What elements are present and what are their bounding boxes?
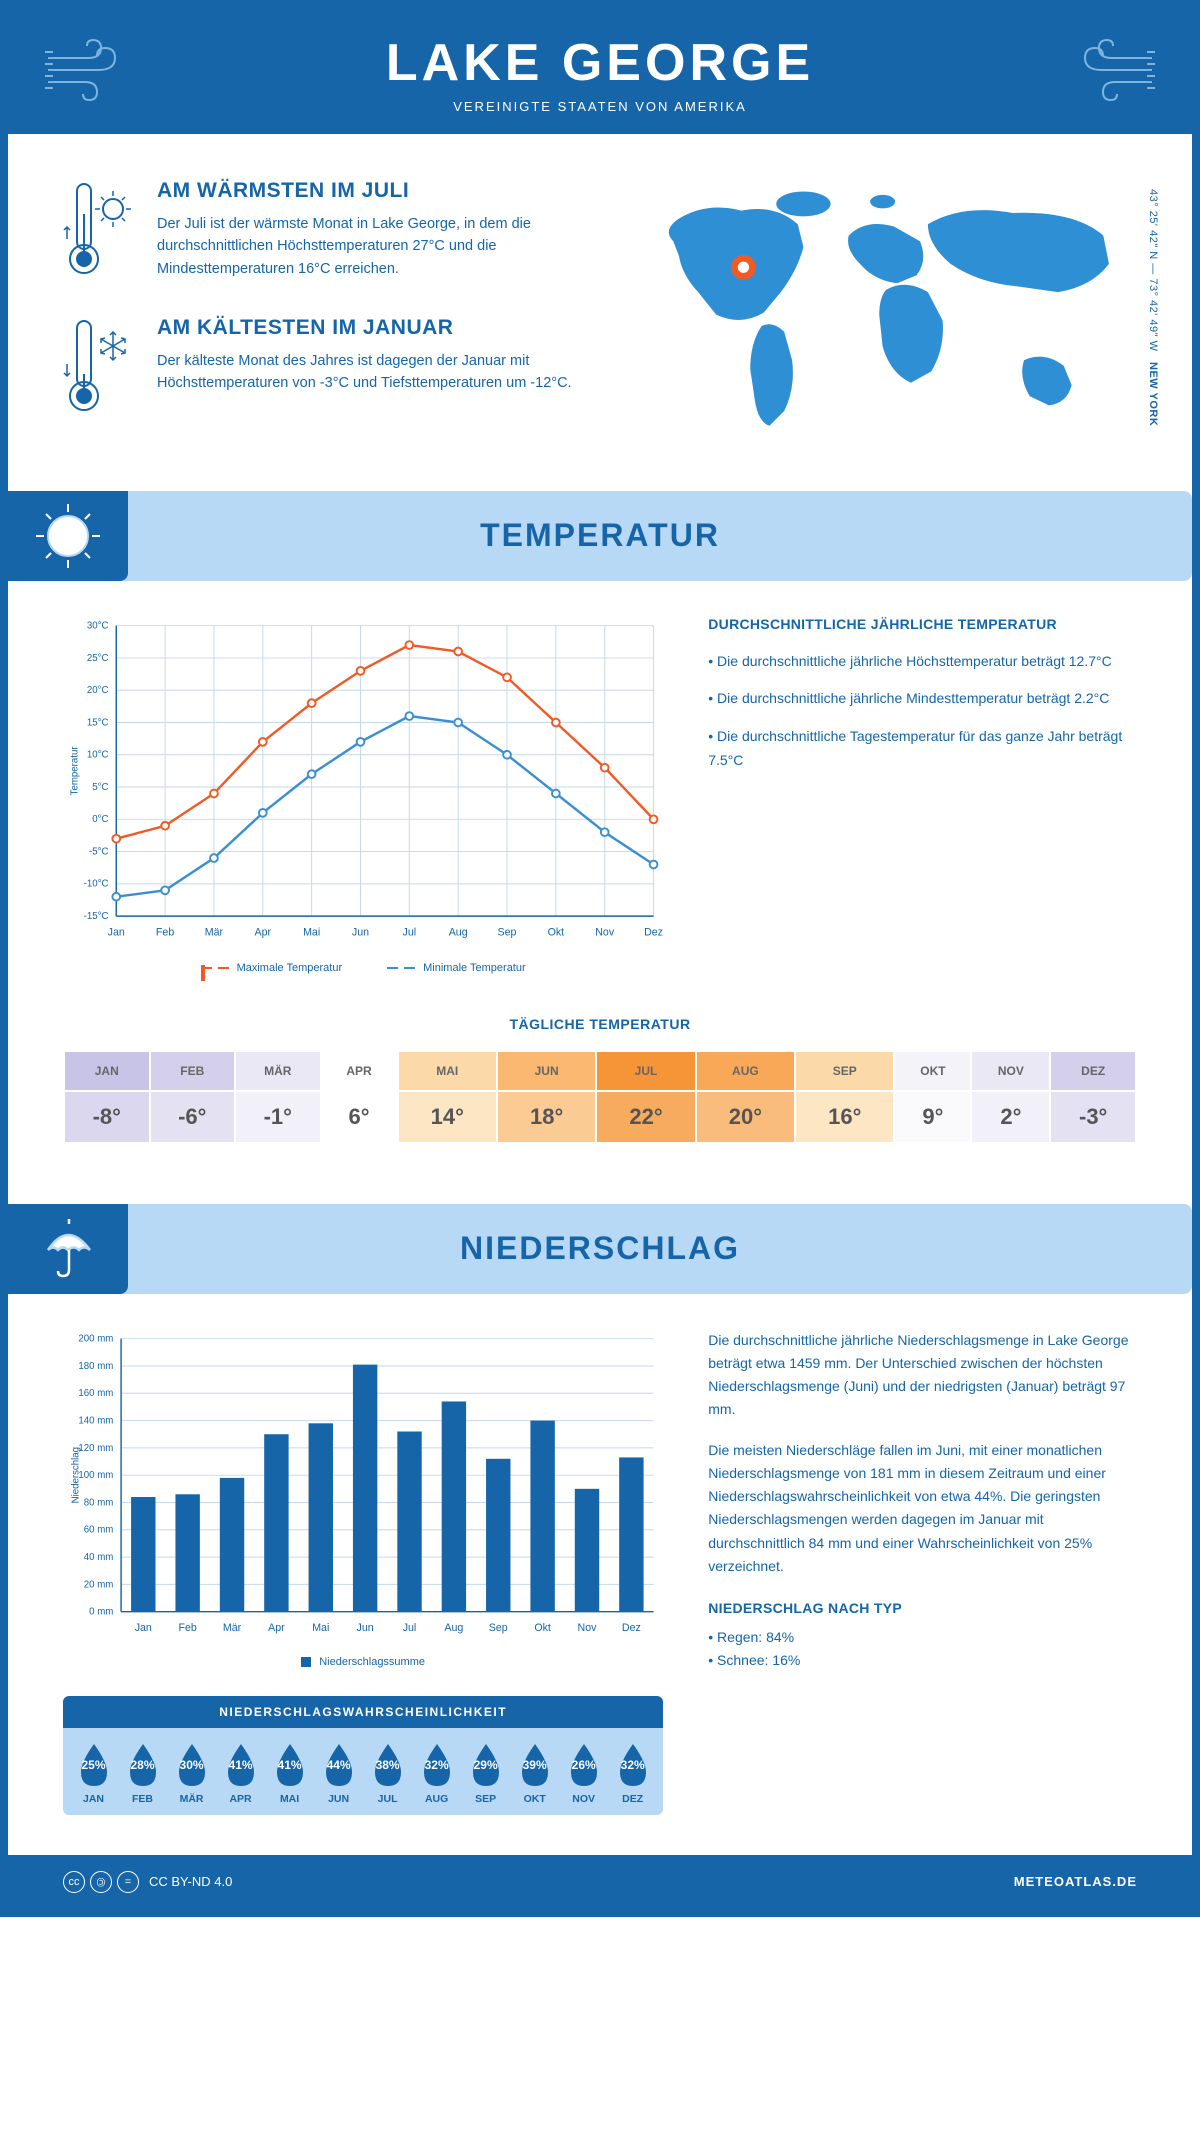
prob-drop: 28%FEB [118, 1742, 167, 1805]
temp-title: TEMPERATUR [480, 517, 720, 554]
cc-icons: cc🄯= [63, 1871, 139, 1893]
prob-drop: 39%OKT [510, 1742, 559, 1805]
svg-text:Sep: Sep [489, 1622, 508, 1634]
sun-icon [8, 491, 128, 581]
prob-drop: 26%NOV [559, 1742, 608, 1805]
warmest-title: AM WÄRMSTEN IM JULI [157, 179, 598, 203]
footer: cc🄯= CC BY-ND 4.0 METEOATLAS.DE [8, 1855, 1192, 1909]
svg-text:Dez: Dez [622, 1622, 641, 1634]
svg-text:100 mm: 100 mm [78, 1470, 113, 1481]
svg-text:140 mm: 140 mm [78, 1415, 113, 1426]
svg-text:25°C: 25°C [87, 652, 109, 663]
warmest-block: AM WÄRMSTEN IM JULI Der Juli ist der wär… [63, 179, 598, 284]
svg-text:Jul: Jul [403, 1622, 417, 1634]
svg-text:Nov: Nov [595, 926, 615, 938]
precipitation-chart: 0 mm 20 mm 40 mm 60 mm 80 mm 100 mm 120 mm 140 … [63, 1329, 663, 1668]
svg-text:-10°C: -10°C [84, 878, 109, 889]
svg-text:15°C: 15°C [87, 717, 109, 728]
coldest-block: AM KÄLTESTEN IM JANUAR Der kälteste Mona… [63, 316, 598, 421]
svg-text:Okt: Okt [534, 1622, 551, 1634]
wind-icon [43, 38, 133, 108]
svg-text:10°C: 10°C [87, 749, 109, 760]
coldest-text: Der kälteste Monat des Jahres ist dagege… [157, 350, 598, 395]
warmest-text: Der Juli ist der wärmste Monat in Lake G… [157, 213, 598, 280]
thermometer-cold-icon [63, 316, 135, 421]
coordinates: 43° 25' 42" N — 73° 42' 49" WNEW YORK [1147, 189, 1159, 426]
svg-text:Nov: Nov [578, 1622, 598, 1634]
svg-text:Jan: Jan [108, 926, 125, 938]
header: LAKE GEORGE VEREINIGTE STAATEN VON AMERI… [8, 8, 1192, 134]
svg-text:30°C: 30°C [87, 620, 109, 631]
svg-text:60 mm: 60 mm [84, 1524, 114, 1535]
precip-section-header: NIEDERSCHLAG [8, 1204, 1192, 1294]
intro-section: AM WÄRMSTEN IM JULI Der Juli ist der wär… [8, 134, 1192, 491]
svg-text:40 mm: 40 mm [84, 1552, 114, 1563]
svg-text:160 mm: 160 mm [78, 1388, 113, 1399]
daily-temp-table: TÄGLICHE TEMPERATUR JANFEBMÄRAPRMAIJUNJU… [63, 1016, 1137, 1144]
precip-title: NIEDERSCHLAG [460, 1230, 740, 1267]
prob-drop: 32%AUG [412, 1742, 461, 1805]
chart-legend: Maximale Temperatur Minimale Temperatur [63, 962, 663, 974]
svg-text:Mai: Mai [312, 1622, 329, 1634]
page-subtitle: VEREINIGTE STAATEN VON AMERIKA [8, 99, 1192, 114]
svg-text:Jan: Jan [135, 1622, 152, 1634]
svg-text:Sep: Sep [498, 926, 517, 938]
svg-text:180 mm: 180 mm [78, 1361, 113, 1372]
thermometer-hot-icon [63, 179, 135, 284]
svg-text:Temperatur: Temperatur [70, 745, 81, 795]
wind-icon [1067, 38, 1157, 108]
svg-text:-15°C: -15°C [84, 911, 109, 922]
svg-text:Feb: Feb [156, 926, 174, 938]
coldest-title: AM KÄLTESTEN IM JANUAR [157, 316, 598, 340]
svg-text:Mai: Mai [303, 926, 320, 938]
temperature-chart: -15°C -10°C -5°C 0°C 5°C 10°C 15°C 20°C 25°C 30°C… [63, 616, 663, 974]
page-title: LAKE GEORGE [8, 33, 1192, 93]
svg-text:Okt: Okt [548, 926, 565, 938]
prob-drop: 32%DEZ [608, 1742, 657, 1805]
umbrella-icon [8, 1204, 128, 1294]
svg-text:20°C: 20°C [87, 685, 109, 696]
svg-text:Dez: Dez [644, 926, 663, 938]
svg-text:0°C: 0°C [92, 814, 108, 825]
world-map: 43° 25' 42" N — 73° 42' 49" WNEW YORK [628, 179, 1137, 456]
precip-info: Die durchschnittliche jährliche Niedersc… [708, 1329, 1137, 1815]
svg-text:Apr: Apr [268, 1622, 285, 1634]
prob-drop: 41%MAI [265, 1742, 314, 1805]
probability-section: NIEDERSCHLAGSWAHRSCHEINLICHKEIT 25%JAN28… [63, 1696, 663, 1815]
svg-text:Aug: Aug [449, 926, 468, 938]
svg-text:Jun: Jun [357, 1622, 374, 1634]
svg-text:80 mm: 80 mm [84, 1497, 114, 1508]
prob-drop: 29%SEP [461, 1742, 510, 1805]
prob-drop: 25%JAN [69, 1742, 118, 1805]
svg-text:-5°C: -5°C [89, 846, 108, 857]
svg-text:0 mm: 0 mm [89, 1606, 113, 1617]
svg-text:120 mm: 120 mm [78, 1443, 113, 1454]
svg-text:Jul: Jul [403, 926, 417, 938]
svg-text:Niederschlag: Niederschlag [70, 1447, 81, 1503]
svg-text:Apr: Apr [255, 926, 272, 938]
prob-drop: 30%MÄR [167, 1742, 216, 1805]
svg-text:Aug: Aug [444, 1622, 463, 1634]
svg-text:200 mm: 200 mm [78, 1333, 113, 1344]
infographic-page: LAKE GEORGE VEREINIGTE STAATEN VON AMERI… [0, 0, 1200, 1917]
prob-drop: 44%JUN [314, 1742, 363, 1805]
svg-text:20 mm: 20 mm [84, 1579, 114, 1590]
temp-section-header: TEMPERATUR [8, 491, 1192, 581]
license-text: CC BY-ND 4.0 [149, 1874, 232, 1889]
svg-text:Jun: Jun [352, 926, 369, 938]
prob-drop: 41%APR [216, 1742, 265, 1805]
svg-text:Mär: Mär [223, 1622, 242, 1634]
svg-text:Feb: Feb [178, 1622, 196, 1634]
temp-info: DURCHSCHNITTLICHE JÄHRLICHE TEMPERATUR •… [708, 616, 1137, 974]
svg-text:Mär: Mär [205, 926, 224, 938]
prob-drop: 38%JUL [363, 1742, 412, 1805]
precip-legend: Niederschlagssumme [63, 1656, 663, 1668]
svg-text:5°C: 5°C [92, 782, 108, 793]
site-name: METEOATLAS.DE [1014, 1874, 1137, 1889]
